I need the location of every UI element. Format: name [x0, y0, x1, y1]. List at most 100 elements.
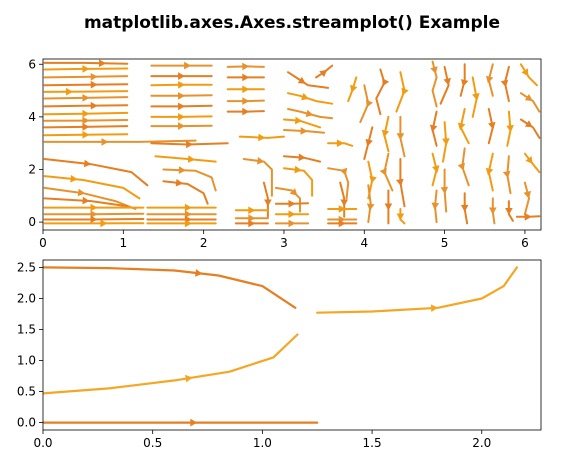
chart-title: matplotlib.axes.Axes.streamplot() Exampl… [84, 13, 500, 33]
streamline [43, 266, 297, 309]
streamline-arrow [242, 62, 250, 71]
streamline [523, 181, 530, 216]
streamline-arrow [242, 107, 250, 116]
streamline-arrow [178, 102, 186, 111]
streamline-arrow [472, 93, 480, 101]
streamline-arrow [178, 166, 186, 174]
streamline-arrow [187, 155, 196, 163]
x-tick-label: 1.5 [363, 436, 382, 450]
streamline [519, 92, 541, 113]
streamline [283, 118, 322, 129]
streamline [43, 197, 129, 208]
streamline-arrow [443, 77, 451, 86]
streamline-arrow [101, 138, 109, 146]
streamline-arrow [319, 69, 328, 78]
streamline-arrow [429, 124, 438, 133]
streamline-arrow [178, 92, 186, 100]
streamline-arrow [257, 157, 265, 165]
streamline-arrow [486, 75, 494, 84]
axes-frame [42, 58, 542, 231]
y-tick-label: 4 [28, 110, 36, 124]
streamline-arrow [258, 133, 266, 142]
streamline-arrow [297, 76, 306, 84]
streamline-arrow [506, 125, 514, 133]
streamline [43, 175, 141, 200]
streamline [162, 180, 209, 205]
streamline [43, 67, 129, 71]
x-tick-label: 1.0 [253, 436, 272, 450]
streamline-arrow [190, 418, 198, 427]
streamline-arrow [379, 168, 387, 176]
streamline-arrow [525, 156, 533, 164]
streamline [274, 186, 301, 213]
streamline-arrow [396, 213, 405, 221]
x-tick-label: 4 [360, 236, 368, 250]
streamline-arrow [461, 79, 469, 87]
streamline-arrow [457, 162, 465, 171]
streamline-arrow [100, 219, 108, 228]
streamline-arrow [90, 203, 98, 212]
x-tick-label: 2 [200, 236, 208, 250]
y-tick-label: 1.0 [17, 354, 36, 368]
streamline-arrow [485, 167, 494, 176]
x-tick-label: 3 [280, 236, 288, 250]
streamline [439, 65, 450, 105]
streamline [459, 63, 466, 97]
streamline [238, 135, 285, 139]
streamline-arrow [82, 196, 90, 205]
streamline [316, 266, 518, 314]
axes-frame [42, 259, 542, 431]
streamline-arrow [366, 203, 375, 211]
streamline-arrow [70, 175, 78, 183]
streamline [375, 68, 386, 116]
y-tick-label: 2.5 [17, 260, 36, 274]
streamline-arrow [248, 219, 256, 228]
streamline-arrow [184, 203, 192, 212]
streamline-arrow [65, 87, 73, 96]
streamline [154, 155, 217, 163]
streamline-arrow [301, 93, 309, 101]
streamline [339, 181, 346, 218]
y-tick-label: 6 [28, 57, 36, 71]
x-tick-label: 1 [120, 236, 128, 250]
streamline-arrow [502, 170, 511, 179]
streamline-arrow [83, 159, 92, 168]
streamline [287, 92, 334, 105]
streamline [43, 104, 129, 108]
streamline-arrow [340, 199, 348, 207]
streamline-arrow [242, 85, 250, 94]
x-tick-label: 0.0 [33, 436, 52, 450]
streamline-arrow [82, 131, 90, 139]
streamline-arrow [90, 210, 98, 218]
streamline-arrow [524, 120, 533, 128]
streamline-arrow [178, 81, 186, 89]
streamline-arrow [264, 199, 272, 207]
streamline-arrow [396, 178, 404, 187]
streamline-arrow [242, 73, 250, 82]
y-tick-label: 1.5 [17, 322, 36, 336]
streamline-arrow [366, 99, 373, 108]
streamline-arrow [401, 87, 409, 96]
streamline-arrow [500, 79, 509, 88]
streamline-arrow [82, 123, 90, 131]
streamline-arrow [524, 213, 532, 221]
x-tick-label: 6 [521, 236, 529, 250]
streamline-arrow [338, 205, 346, 213]
streamline-arrow [288, 200, 296, 208]
top-streamplot-axes: 0 1 2 3 4 5 6 0 2 4 6 [28, 57, 542, 250]
streamline-arrow [298, 153, 306, 162]
streamline-arrow [524, 94, 533, 101]
streamline-arrow [305, 109, 314, 117]
streamline-arrow [457, 122, 466, 131]
streamline-arrow [178, 122, 186, 130]
streamline-arrow [340, 167, 348, 176]
streamline-arrow [432, 165, 440, 173]
streamline-arrow [430, 304, 439, 312]
y-tick-label: 0.5 [17, 385, 36, 399]
y-tick-label: 2 [28, 162, 36, 176]
streamline-arrow [82, 116, 90, 125]
streamline-arrow [369, 175, 377, 184]
streamline [283, 129, 326, 134]
streamline-arrow [505, 208, 513, 215]
streamline [43, 90, 129, 93]
